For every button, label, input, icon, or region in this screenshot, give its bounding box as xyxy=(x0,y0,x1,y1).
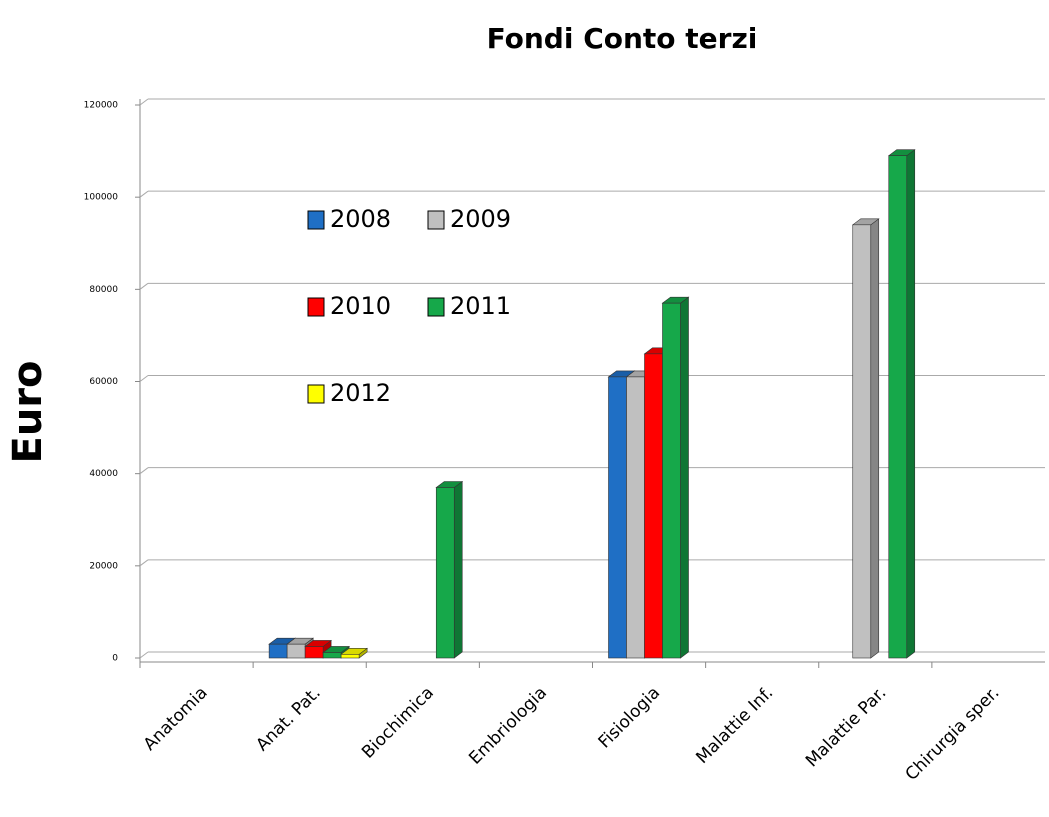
grid-depth xyxy=(139,651,149,659)
grid-depth xyxy=(139,190,149,198)
x-tick-label: Biochimica xyxy=(358,683,438,763)
bar xyxy=(322,652,342,659)
legend-swatch xyxy=(307,384,325,404)
y-tick-label: 0 xyxy=(112,654,118,664)
y-tick-label: 100000 xyxy=(84,193,119,203)
bar-side xyxy=(870,218,880,659)
bar-side xyxy=(906,149,916,659)
y-tick-label: 40000 xyxy=(89,469,118,479)
bar xyxy=(268,643,288,659)
y-tick-label: 20000 xyxy=(89,561,118,571)
bar-side xyxy=(453,480,463,659)
legend-swatch xyxy=(427,297,445,317)
y-tick-label: 80000 xyxy=(89,285,118,295)
bar xyxy=(662,302,681,659)
bar-side xyxy=(680,296,689,659)
y-tick-label: 60000 xyxy=(89,377,118,387)
grid-depth xyxy=(139,375,149,382)
bar xyxy=(888,155,908,659)
legend-label: 2009 xyxy=(450,205,511,233)
bar xyxy=(340,654,360,659)
legend-swatch xyxy=(307,210,325,230)
x-tick-label: Chirurgia sper. xyxy=(902,683,1004,785)
bar xyxy=(435,487,455,659)
bar xyxy=(286,643,306,659)
x-tick-label: Embriologia xyxy=(465,683,551,769)
legend-swatch xyxy=(307,297,325,317)
legend-swatch xyxy=(427,210,445,230)
bar xyxy=(608,376,627,659)
bar xyxy=(304,646,324,659)
legend-label: 2012 xyxy=(330,379,391,407)
grid-depth xyxy=(139,282,149,290)
grid-depth xyxy=(139,467,149,475)
x-tick-label: Anatomia xyxy=(140,683,212,755)
y-tick-label: 120000 xyxy=(84,101,119,111)
x-tick-label: Fisiologia xyxy=(595,683,665,753)
chart-title: Fondi Conto terzi xyxy=(487,22,758,55)
x-tick-label: Anat. Pat. xyxy=(252,683,324,755)
grid-depth xyxy=(139,559,149,567)
bar xyxy=(852,224,872,659)
legend-label: 2010 xyxy=(330,292,391,320)
bar xyxy=(626,376,645,659)
y-axis-label: Euro xyxy=(5,360,51,463)
grid-depth xyxy=(139,98,149,106)
bar xyxy=(644,353,663,659)
legend-label: 2008 xyxy=(330,205,391,233)
x-tick-label: Malattie Inf. xyxy=(692,683,777,768)
legend-label: 2011 xyxy=(450,292,511,320)
x-tick-label: Malattie Par. xyxy=(802,683,890,771)
